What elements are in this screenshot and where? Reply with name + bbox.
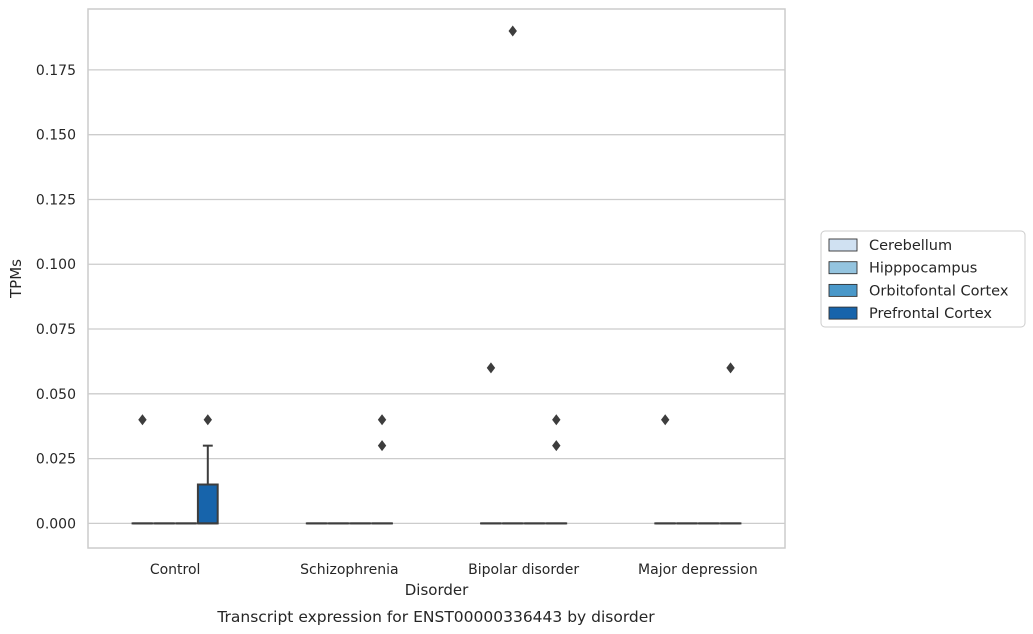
legend-label: Prefrontal Cortex bbox=[869, 306, 992, 322]
x-tick-label: Control bbox=[150, 562, 201, 578]
box-series bbox=[131, 25, 742, 525]
outlier-point bbox=[203, 414, 212, 426]
y-tick-label: 0.150 bbox=[36, 128, 76, 144]
legend-frame bbox=[820, 230, 1026, 328]
legend-swatch bbox=[828, 306, 858, 320]
plot-frame bbox=[87, 8, 786, 549]
box-cerebellum bbox=[131, 414, 154, 525]
y-tick-label: 0.100 bbox=[36, 257, 76, 273]
y-tick-label: 0.125 bbox=[36, 192, 76, 208]
legend-swatch bbox=[828, 283, 858, 297]
outlier-point bbox=[552, 440, 561, 452]
y-tick-label: 0.025 bbox=[36, 452, 76, 468]
legend-swatch bbox=[828, 238, 858, 252]
y-tick-label: 0.175 bbox=[36, 63, 76, 79]
y-tick-label: 0.000 bbox=[36, 516, 76, 532]
outlier-point bbox=[552, 414, 561, 426]
outlier-point bbox=[377, 414, 387, 426]
legend-label: Hipppocampus bbox=[869, 261, 977, 277]
box-prefrontal-cortex bbox=[196, 414, 219, 525]
legend: Cerebellum Hipppocampus Orbitofontal Corte… bbox=[820, 230, 1026, 328]
y-tick-labels: 0.000 0.025 0.050 0.075 0.100 0.125 0.150 0.175 bbox=[36, 63, 76, 532]
outlier-point bbox=[138, 414, 147, 426]
y-tick-label: 0.075 bbox=[36, 322, 76, 338]
outlier-point bbox=[508, 25, 517, 37]
box-prefrontal-cortex bbox=[371, 414, 393, 525]
outlier-point bbox=[486, 362, 496, 374]
y-tick-label: 0.050 bbox=[36, 387, 76, 403]
box-cerebellum bbox=[480, 362, 502, 525]
legend-label: Cerebellum bbox=[869, 238, 952, 254]
x-tick-label: Schizophrenia bbox=[300, 562, 398, 578]
y-axis-label: TPMs bbox=[7, 259, 25, 299]
x-tick-labels: Control Schizophrenia Bipolar disorder Majo… bbox=[150, 562, 758, 578]
outlier-point bbox=[377, 440, 387, 452]
box-prefrontal-cortex bbox=[545, 414, 568, 525]
box-hipppocampus bbox=[501, 25, 524, 525]
grid-lines bbox=[88, 69, 785, 525]
figure-caption: Transcript expression for ENST0000033644… bbox=[216, 608, 655, 626]
legend-label: Orbitofontal Cortex bbox=[869, 283, 1009, 299]
x-tick-label: Major depression bbox=[638, 562, 758, 578]
outlier-point bbox=[661, 414, 670, 426]
box-cerebellum bbox=[654, 414, 677, 525]
x-axis-label: Disorder bbox=[405, 581, 469, 599]
box-prefrontal-cortex bbox=[719, 362, 742, 525]
box-body bbox=[196, 483, 219, 525]
legend-swatch bbox=[828, 261, 858, 275]
outlier-point bbox=[726, 362, 735, 374]
x-tick-label: Bipolar disorder bbox=[468, 562, 579, 578]
